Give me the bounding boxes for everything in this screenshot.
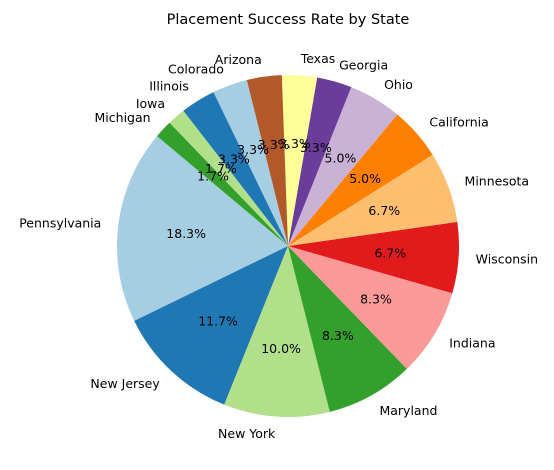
pie-slice-california	[288, 114, 433, 246]
slice-label-texas: Texas	[300, 51, 336, 66]
pie-slice-ohio	[288, 87, 398, 246]
slice-percent-georgia: 3.3%	[300, 140, 332, 155]
slice-label-michigan: Michigan	[95, 110, 151, 125]
slice-label-illinois: Illinois	[149, 79, 189, 94]
pie-slice-new-york	[224, 246, 330, 418]
slice-label-georgia: Georgia	[339, 57, 388, 72]
slice-label-minnesota: Minnesota	[465, 174, 530, 189]
pie-slice-colorado	[213, 80, 288, 247]
slice-percent-wisconsin: 6.7%	[374, 246, 406, 261]
slice-percent-indiana: 8.3%	[360, 291, 392, 306]
slice-percent-colorado: 3.3%	[237, 142, 269, 157]
pie-slice-iowa	[169, 110, 288, 247]
slice-percent-texas: 3.3%	[279, 136, 311, 151]
pie-slice-minnesota	[288, 154, 458, 246]
pie-slice-wisconsin	[288, 221, 459, 294]
slice-percent-minnesota: 6.7%	[368, 203, 400, 218]
pie-slices	[117, 75, 459, 418]
slice-label-ohio: Ohio	[384, 77, 413, 92]
slice-label-pennsylvania: Pennsylvania	[19, 215, 101, 230]
slice-percent-ohio: 5.0%	[325, 150, 357, 165]
slice-label-maryland: Maryland	[379, 403, 437, 418]
slice-label-new-jersey: New Jersey	[90, 376, 160, 391]
slice-label-arizona: Arizona	[215, 52, 262, 67]
slice-label-wisconsin: Wisconsin	[476, 252, 538, 267]
chart-title: Placement Success Rate by State	[167, 12, 410, 28]
pie-slice-new-jersey	[134, 246, 288, 405]
slice-percent-illinois: 3.3%	[218, 151, 250, 166]
slice-percent-pennsylvania: 18.3%	[166, 226, 206, 241]
slice-percent-california: 5.0%	[349, 171, 381, 186]
pie-slice-georgia	[288, 77, 352, 246]
pie-slice-texas	[281, 75, 318, 246]
pie-slice-illinois	[183, 92, 288, 246]
pie-slice-pennsylvania	[117, 136, 289, 321]
slice-name-labels: Pennsylvania New Jersey New York Maryland In…	[19, 51, 538, 441]
slice-percent-arizona: 3.3%	[258, 137, 290, 152]
slice-percent-new-york: 10.0%	[261, 341, 301, 356]
slice-label-new-york: New York	[218, 426, 276, 441]
pie-slice-maryland	[288, 246, 407, 412]
slice-percent-new-jersey: 11.7%	[198, 314, 238, 329]
slice-percent-labels: 18.3%11.7%10.0%8.3%8.3%6.7%6.7%5.0%5.0%3…	[166, 136, 406, 356]
slice-label-indiana: Indiana	[449, 335, 495, 350]
pie-slice-michigan	[157, 122, 288, 246]
slice-label-colorado: Colorado	[168, 62, 224, 77]
slice-percent-maryland: 8.3%	[322, 328, 354, 343]
pie-slice-arizona	[246, 75, 288, 246]
pie-slice-indiana	[288, 246, 453, 369]
slice-label-iowa: Iowa	[136, 96, 165, 111]
slice-percent-michigan: 1.7%	[197, 168, 229, 183]
slice-percent-iowa: 1.7%	[205, 161, 237, 176]
slice-label-california: California	[429, 114, 488, 129]
